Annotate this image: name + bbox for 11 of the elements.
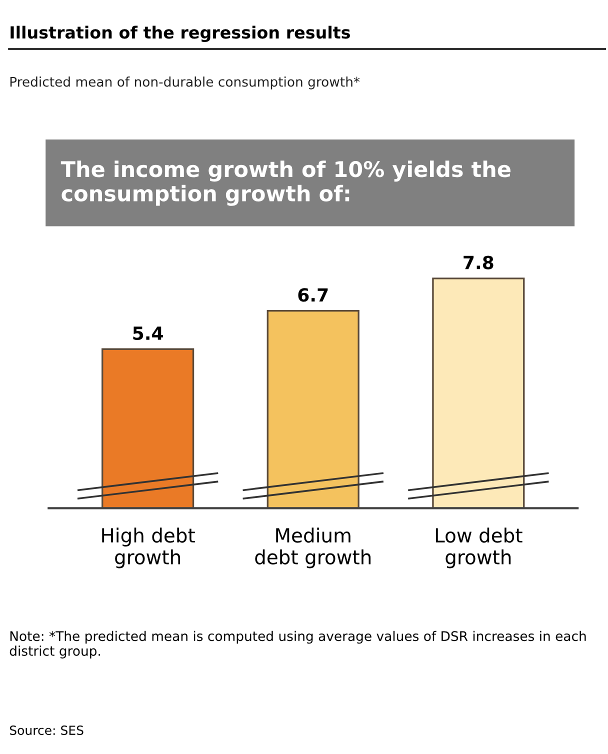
data-label: 7.8 — [464, 256, 494, 270]
chart-subtitle: Predicted mean of non-durable consumption growth* — [10, 76, 360, 90]
text: Note: *The predicted mean is computed using average values of DSR increases in each district group. — [10, 630, 586, 658]
x-tick-label: Low debt growth — [436, 528, 522, 568]
data-label: 5.4 — [133, 326, 163, 340]
text: The income growth of 10% yields the consumption growth of: — [60, 160, 510, 206]
data-label: 6.7 — [298, 288, 328, 302]
chart-title: Illustration of the regression results — [10, 26, 350, 42]
source-note: Source: SES — [10, 726, 84, 736]
x-tick-label: High debt growth — [102, 528, 195, 568]
x-tick-label: Medium debt growth — [255, 528, 371, 568]
